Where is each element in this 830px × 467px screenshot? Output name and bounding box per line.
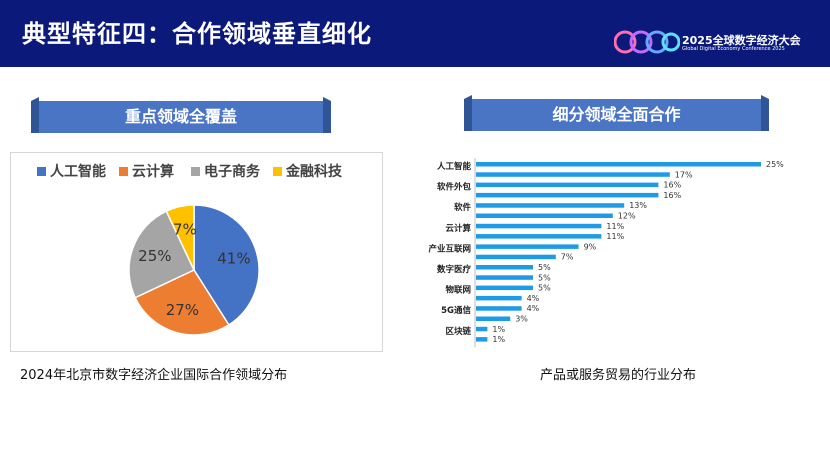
logo-title: 2025全球数字经济大会 [682, 34, 801, 47]
bar-data-label: 5% [538, 284, 551, 293]
bar-data-label: 7% [561, 253, 574, 262]
bar [476, 223, 602, 229]
bar [476, 326, 488, 332]
pie-data-label: 41% [217, 249, 250, 267]
category-label: 软件外包 [437, 182, 472, 193]
bar [476, 295, 522, 301]
pie-data-label: 25% [138, 247, 171, 265]
bar-data-label: 11% [606, 232, 624, 241]
legend-label: 云计算 [132, 163, 174, 180]
conference-logo: 2025全球数字经济大会 Global Digital Economy Conf… [614, 30, 824, 58]
bar-data-label: 9% [584, 242, 597, 251]
bar-data-label: 1% [492, 325, 505, 334]
category-label: 物联网 [445, 285, 471, 296]
bar [476, 162, 761, 167]
legend-swatch [37, 167, 46, 176]
bar-data-label: 11% [606, 222, 624, 231]
header-bar: 典型特征四：合作领域垂直细化 2025全球数字经济大会 Global Digit… [0, 0, 830, 67]
bar-data-label: 1% [492, 335, 505, 344]
pie-data-label: 7% [173, 220, 197, 238]
category-label: 5G通信 [441, 305, 471, 316]
left-banner-label: 重点领域全覆盖 [124, 107, 237, 126]
right-banner-ribbon [464, 95, 769, 135]
category-label: 数字医疗 [437, 264, 472, 275]
pie-chart-panel: 人工智能 云计算 电子商务 金融科技 41% 27% 25% 7% [10, 152, 383, 352]
category-label: 软件 [454, 202, 472, 213]
bar-data-label: 12% [618, 212, 636, 221]
bar [476, 254, 556, 260]
bar-data-label: 13% [629, 201, 647, 210]
right-caption: 产品或服务贸易的行业分布 [540, 368, 697, 383]
bar-data-label: 4% [527, 304, 540, 313]
bar-data-label: 16% [663, 191, 681, 200]
legend-label: 金融科技 [285, 163, 343, 180]
bar [476, 337, 488, 342]
bar [476, 203, 625, 208]
bar-data-label: 4% [527, 294, 540, 303]
bar [476, 213, 613, 218]
bar [476, 192, 659, 198]
legend-swatch [273, 167, 282, 176]
logo-subtitle: Global Digital Economy Conference 2025 [682, 46, 785, 52]
bar [476, 265, 533, 270]
left-banner-ribbon [31, 97, 331, 137]
bar [476, 234, 602, 239]
right-banner: 细分领域全面合作 [464, 95, 769, 135]
right-banner-label: 细分领域全面合作 [552, 105, 681, 124]
bar-data-label: 5% [538, 273, 551, 282]
category-label: 区块链 [445, 326, 471, 337]
bar [476, 182, 659, 188]
gdec-logo-icon [614, 30, 680, 54]
legend-swatch [119, 167, 128, 176]
bar [476, 275, 533, 280]
pie-data-label: 27% [166, 301, 199, 319]
left-banner: 重点领域全覆盖 [31, 97, 331, 137]
page-title: 典型特征四：合作领域垂直细化 [22, 20, 372, 48]
pie-slice [134, 269, 230, 336]
bar-data-label: 16% [663, 181, 681, 190]
bar-data-label: 25% [766, 160, 784, 169]
pie-chart: 人工智能 云计算 电子商务 金融科技 41% 27% 25%7% [37, 163, 343, 336]
bar [476, 285, 533, 291]
bar-data-label: 3% [515, 315, 528, 324]
pie-slice [165, 204, 195, 271]
legend-swatch [191, 167, 200, 176]
bar [476, 244, 579, 249]
bar-data-label: 5% [538, 263, 551, 272]
bar [476, 306, 522, 311]
bar-data-label: 17% [675, 170, 693, 179]
category-label: 云计算 [445, 223, 471, 234]
legend-label: 电子商务 [204, 163, 261, 180]
category-label: 人工智能 [437, 161, 472, 172]
bar [476, 316, 511, 321]
bar [476, 172, 670, 177]
legend-label: 人工智能 [50, 163, 106, 180]
category-label: 产业互联网 [428, 243, 471, 254]
pie-slice [128, 210, 195, 299]
left-caption: 2024年北京市数字经济企业国际合作领域分布 [20, 368, 288, 383]
bar-chart: 25%人工智能17%16%软件外包16%13%软件12%11%云计算11%9%产… [428, 158, 784, 348]
